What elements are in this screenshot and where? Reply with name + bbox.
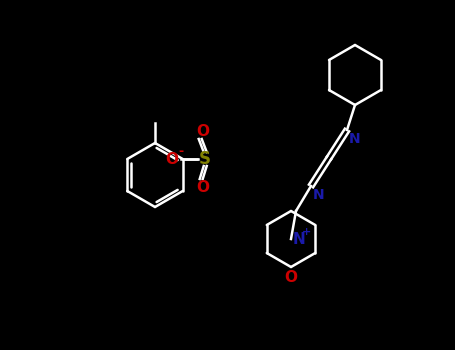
Text: O: O	[196, 180, 209, 195]
Text: S: S	[199, 150, 211, 168]
Text: N: N	[349, 132, 361, 146]
Text: N: N	[313, 188, 324, 202]
Text: O: O	[284, 270, 298, 285]
Text: N: N	[293, 231, 306, 246]
Text: +: +	[302, 227, 311, 237]
Text: O: O	[165, 152, 178, 167]
Text: O: O	[196, 124, 209, 139]
Text: -: -	[179, 145, 184, 158]
